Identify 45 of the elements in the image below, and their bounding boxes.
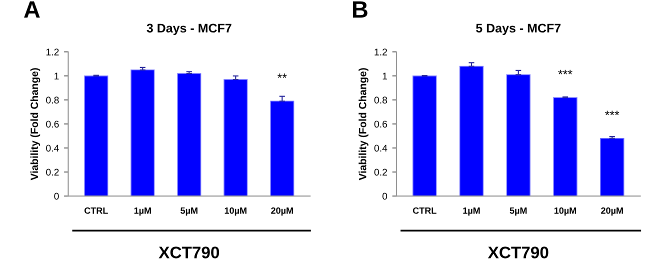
bar [412, 75, 437, 196]
x-axis-title: XCT790 [488, 246, 548, 258]
x-tick-label: 10µM [224, 207, 246, 216]
bar [270, 100, 294, 196]
bar [506, 74, 531, 196]
y-tick-label: 0.8 [46, 96, 59, 104]
bar [130, 69, 155, 196]
x-tick-label: CTRL [412, 207, 436, 214]
y-tick-label: 0.4 [46, 144, 59, 152]
text: B [352, 1, 368, 18]
bar [553, 97, 578, 196]
y-tick-label: 0 [54, 192, 59, 200]
y-tick-label: 0.6 [46, 120, 59, 128]
text: A [24, 1, 40, 18]
y-tick-label: 0.2 [374, 168, 387, 176]
y-tick-label: 1 [382, 72, 387, 80]
y-tick-label: 0.6 [374, 120, 388, 128]
bar [224, 79, 248, 196]
bar [84, 75, 108, 196]
x-tick-label: 10µM [554, 207, 576, 216]
y-tick-label: 0 [382, 192, 388, 200]
bar [600, 138, 624, 196]
x-tick-label: 20µM [601, 207, 623, 216]
y-axis-title: Viability (Fold Change) [358, 68, 368, 180]
x-tick-label: 20µM [271, 207, 293, 216]
bar [459, 66, 484, 196]
x-tick-label: 5µM [510, 207, 527, 216]
y-tick-label: 1.2 [46, 48, 59, 56]
annotation: *** [605, 110, 620, 116]
annotation: *** [558, 70, 572, 74]
y-tick-label: 0.8 [374, 96, 388, 104]
y-tick-label: 0.2 [46, 168, 59, 176]
chart-title: 5 Days - MCF7 [476, 24, 561, 36]
bar [177, 73, 202, 196]
y-tick-label: 1.2 [374, 48, 387, 56]
y-tick-label: 1 [54, 72, 59, 80]
x-tick-label: 1µM [463, 207, 480, 216]
x-tick-label: CTRL [84, 207, 108, 214]
y-tick-label: 0.4 [374, 144, 388, 152]
annotation: ** [277, 74, 287, 78]
x-tick-label: 1µM [134, 207, 151, 216]
y-axis-title: Viability (Fold Change) [30, 68, 40, 180]
x-axis-title: XCT790 [158, 246, 220, 258]
x-tick-label: 5µM [180, 207, 198, 216]
chart-title: 3 Days - MCF7 [146, 24, 232, 36]
